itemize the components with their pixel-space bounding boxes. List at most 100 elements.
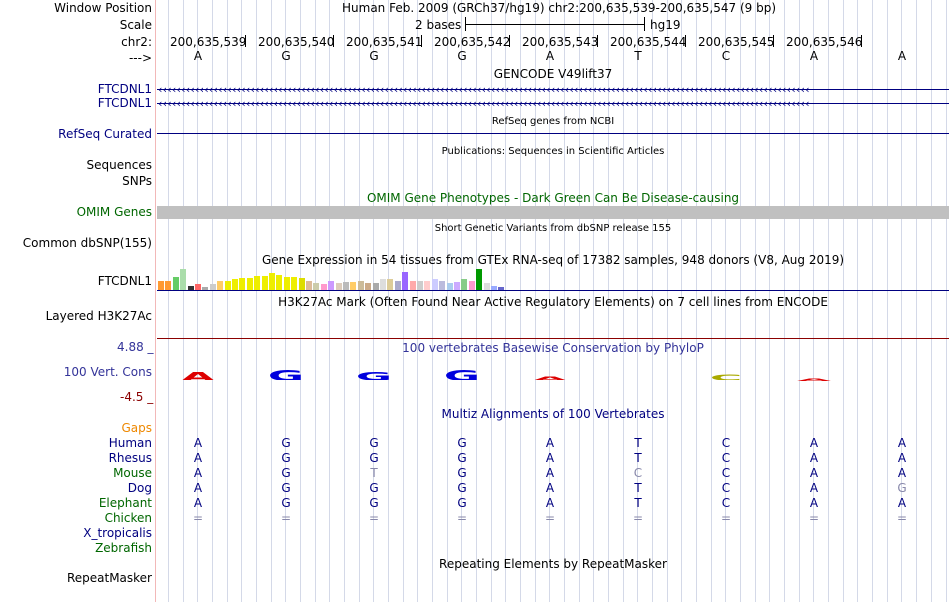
gtex-tissue-bar[interactable] [468, 281, 475, 290]
gtex-tissue-bar[interactable] [313, 283, 320, 290]
gridline [593, 0, 594, 602]
gtex-tissue-bar[interactable] [217, 281, 224, 290]
gtex-tissue-bar[interactable] [335, 283, 342, 290]
gridline [491, 0, 492, 602]
gridline [667, 0, 668, 602]
multiz-base: C [721, 481, 731, 495]
multiz-species-label[interactable]: Elephant [98, 496, 152, 510]
gencode-gene-label-2[interactable]: FTCDNL1 [97, 96, 152, 110]
gridline [227, 0, 228, 602]
scale-bar [465, 17, 645, 31]
gtex-tissue-bar[interactable] [202, 287, 209, 290]
gridline [711, 0, 712, 602]
gtex-tissue-bar[interactable] [402, 272, 409, 290]
gtex-tissue-bar[interactable] [195, 284, 201, 290]
multiz-base: G [457, 451, 467, 465]
gridline [769, 0, 770, 602]
gtex-tissue-bar[interactable] [498, 287, 505, 290]
gtex-tissue-bar[interactable] [328, 281, 335, 290]
gridline [300, 0, 301, 602]
multiz-gaps-label[interactable]: Gaps [121, 421, 152, 435]
gtex-expression-bars[interactable] [156, 268, 950, 290]
gtex-tissue-bar[interactable] [187, 286, 194, 290]
multiz-species-label[interactable]: Rhesus [108, 451, 152, 465]
publications-snps-label[interactable]: SNPs [122, 174, 152, 188]
h3k27ac-label[interactable]: Layered H3K27Ac [45, 309, 152, 323]
gtex-tissue-bar[interactable] [461, 279, 468, 290]
gridline [461, 0, 462, 602]
multiz-species-label[interactable]: Mouse [113, 466, 152, 480]
gtex-tissue-bar[interactable] [180, 269, 187, 290]
gtex-tissue-bar[interactable] [365, 283, 372, 290]
gtex-tissue-bar[interactable] [409, 281, 416, 290]
omim-feature-bar[interactable] [157, 206, 949, 219]
publications-sequences-label[interactable]: Sequences [86, 158, 152, 172]
gtex-tissue-bar[interactable] [357, 281, 364, 290]
multiz-species-label[interactable]: Dog [127, 481, 152, 495]
gtex-tissue-bar[interactable] [431, 279, 438, 290]
gtex-tissue-bar[interactable] [491, 286, 497, 290]
gridline [329, 0, 330, 602]
gtex-tissue-bar[interactable] [291, 277, 298, 290]
multiz-base: = [192, 511, 204, 525]
conservation-letter: C [709, 374, 743, 380]
gtex-tissue-bar[interactable] [394, 281, 401, 290]
gtex-tissue-bar[interactable] [306, 281, 312, 290]
gtex-tissue-bar[interactable] [261, 276, 268, 290]
gtex-label[interactable]: FTCDNL1 [97, 274, 152, 288]
gtex-tissue-bar[interactable] [343, 282, 349, 290]
gtex-tissue-bar[interactable] [476, 269, 483, 290]
gridline [623, 0, 624, 602]
gtex-tissue-bar[interactable] [172, 277, 179, 290]
gtex-tissue-bar[interactable] [232, 279, 238, 290]
gtex-tissue-bar[interactable] [320, 284, 327, 290]
gtex-tissue-bar[interactable] [424, 281, 431, 290]
refseq-gene-line[interactable] [157, 133, 949, 134]
refseq-label[interactable]: RefSeq Curated [58, 127, 152, 141]
gtex-tissue-bar[interactable] [439, 281, 446, 290]
dbsnp-label[interactable]: Common dbSNP(155) [22, 236, 152, 250]
gridline [285, 0, 286, 602]
gtex-tissue-bar[interactable] [350, 282, 357, 290]
multiz-species-label[interactable]: Chicken [104, 511, 152, 525]
gridline [168, 0, 169, 602]
repeatmasker-title: Repeating Elements by RepeatMasker [439, 557, 667, 571]
gencode-gene-label-1[interactable]: FTCDNL1 [97, 82, 152, 96]
gtex-tissue-bar[interactable] [283, 277, 290, 290]
multiz-base: A [809, 451, 819, 465]
gtex-tissue-bar[interactable] [380, 279, 386, 290]
repeatmasker-label[interactable]: RepeatMasker [66, 571, 152, 585]
window-position-label: Window Position [54, 1, 152, 15]
gridline [828, 0, 829, 602]
multiz-species-label[interactable]: X_tropicalis [83, 526, 152, 540]
gtex-tissue-bar[interactable] [483, 283, 490, 290]
multiz-species-label[interactable]: Human [108, 436, 152, 450]
cons-label[interactable]: 100 Vert. Cons [63, 365, 152, 379]
gtex-tissue-bar[interactable] [239, 278, 246, 290]
gtex-tissue-bar[interactable] [387, 279, 394, 290]
gtex-tissue-bar[interactable] [158, 281, 164, 290]
gtex-tissue-bar[interactable] [209, 284, 216, 290]
gtex-tissue-bar[interactable] [276, 275, 283, 290]
conservation-letter: A [532, 376, 568, 380]
gtex-tissue-bar[interactable] [446, 283, 453, 290]
gencode-transcript-1[interactable]: ‹‹‹‹‹‹‹‹‹‹‹‹‹‹‹‹‹‹‹‹‹‹‹‹‹‹‹‹‹‹‹‹‹‹‹‹‹‹‹‹… [157, 85, 811, 95]
gridline [549, 0, 550, 602]
reference-base: G [457, 49, 467, 63]
multiz-species-label[interactable]: Zebrafish [95, 541, 152, 555]
gencode-transcript-2[interactable]: ‹‹‹‹‹‹‹‹‹‹‹‹‹‹‹‹‹‹‹‹‹‹‹‹‹‹‹‹‹‹‹‹‹‹‹‹‹‹‹‹… [157, 99, 811, 109]
gencode-title: GENCODE V49lift37 [493, 67, 613, 81]
gtex-tissue-bar[interactable] [417, 281, 423, 290]
gtex-tissue-bar[interactable] [372, 283, 379, 290]
gtex-tissue-bar[interactable] [224, 281, 231, 290]
gridline [505, 0, 506, 602]
gtex-tissue-bar[interactable] [269, 273, 275, 290]
gtex-tissue-bar[interactable] [165, 281, 172, 290]
gtex-tissue-bar[interactable] [298, 278, 305, 290]
omim-label[interactable]: OMIM Genes [76, 205, 152, 219]
gtex-tissue-bar[interactable] [246, 278, 253, 290]
gridline [813, 0, 814, 602]
gridline [725, 0, 726, 602]
gtex-tissue-bar[interactable] [254, 276, 261, 290]
gtex-tissue-bar[interactable] [454, 282, 460, 290]
